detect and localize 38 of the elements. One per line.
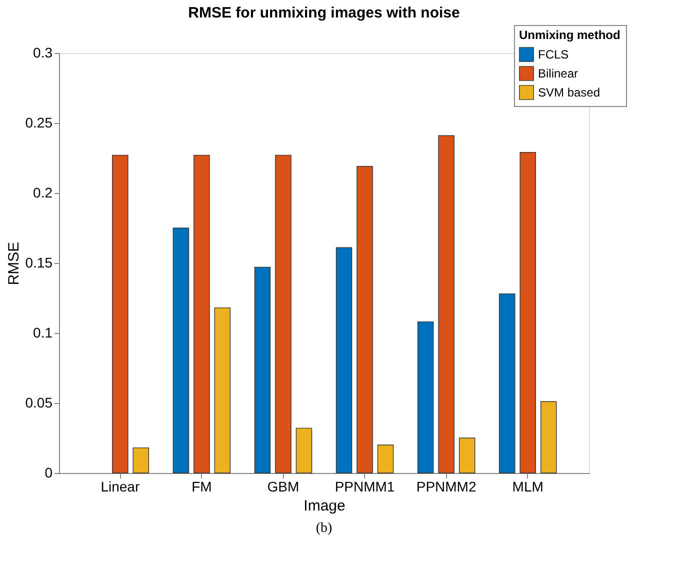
bar xyxy=(520,152,536,474)
bar xyxy=(336,247,352,474)
bar xyxy=(275,154,292,474)
y-tick-label: 0 xyxy=(44,464,53,480)
chart-title: RMSE for unmixing images with noise xyxy=(188,4,460,22)
bar xyxy=(172,228,190,474)
bar xyxy=(438,135,454,474)
y-tick-label: 0.2 xyxy=(33,184,53,200)
bar xyxy=(540,401,557,474)
y-tick-label: 0.1 xyxy=(33,324,53,340)
bar xyxy=(194,154,210,474)
bar xyxy=(132,447,150,474)
bar xyxy=(458,438,476,474)
bar xyxy=(296,428,312,474)
bar xyxy=(377,444,394,474)
y-axis-title: RMSE xyxy=(5,242,22,286)
bar xyxy=(498,293,516,474)
legend-title: Unmixing method xyxy=(519,28,620,42)
x-tick-label: FM xyxy=(192,478,212,494)
y-tick-label: 0.15 xyxy=(25,254,53,270)
legend-label: SVM based xyxy=(538,86,600,100)
x-axis-title: Image xyxy=(304,498,346,514)
bar xyxy=(112,154,128,474)
bar xyxy=(356,166,373,474)
x-tick-label: PPNMM1 xyxy=(334,478,395,494)
bar xyxy=(214,307,231,474)
legend-label: FCLS xyxy=(538,48,569,62)
bar xyxy=(417,321,434,474)
x-tick-label: Linear xyxy=(100,478,140,494)
bar xyxy=(254,266,271,474)
y-tick-label: 0.3 xyxy=(33,44,53,60)
y-tick-label: 0.05 xyxy=(25,394,53,410)
x-tick-label: PPNMM2 xyxy=(416,478,476,494)
y-tick-label: 0.25 xyxy=(25,114,53,130)
legend-label: Bilinear xyxy=(538,66,578,80)
x-tick-label: MLM xyxy=(512,478,544,494)
text: (b) xyxy=(316,521,332,536)
x-tick-label: GBM xyxy=(267,478,300,494)
